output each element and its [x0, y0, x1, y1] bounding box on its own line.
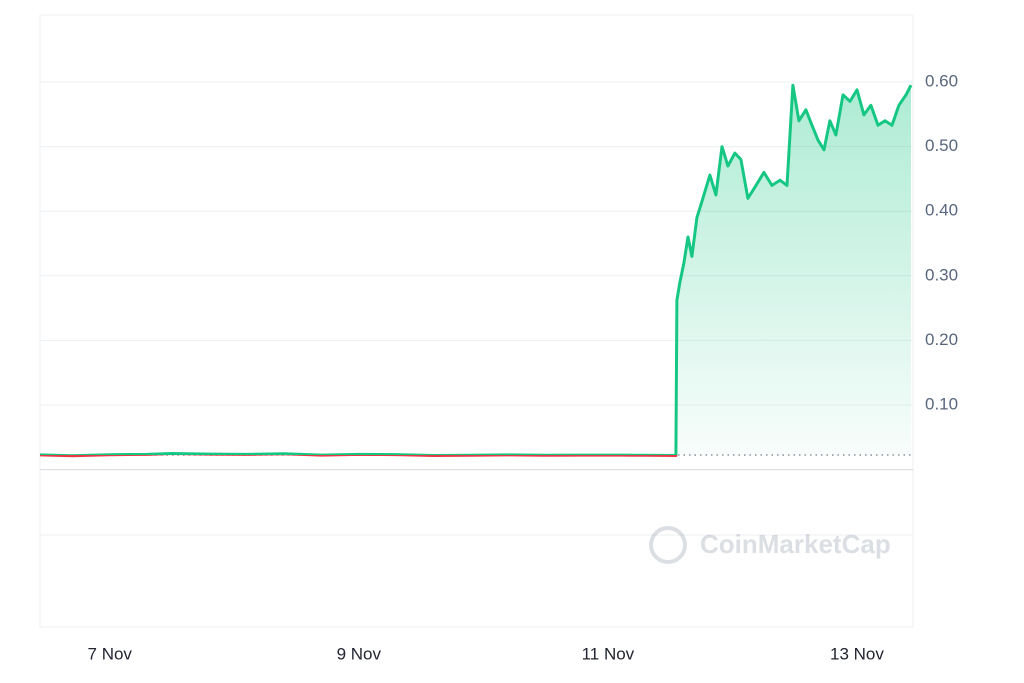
y-tick-label: 0.20	[925, 330, 958, 349]
price-area	[40, 85, 912, 456]
watermark-text: CoinMarketCap	[700, 529, 891, 559]
y-tick-label: 0.60	[925, 71, 958, 90]
watermark: CoinMarketCap	[649, 526, 891, 564]
price-line	[39, 83, 913, 458]
watermark-logo	[649, 526, 687, 564]
x-tick-label: 9 Nov	[337, 644, 382, 663]
y-tick-label: 0.40	[925, 201, 958, 220]
y-tick-label: 0.50	[925, 136, 958, 155]
plot-frame	[39, 14, 914, 628]
y-tick-label: 0.10	[925, 394, 958, 413]
x-tick-label: 13 Nov	[830, 644, 884, 663]
y-tick-label: 0.30	[925, 265, 958, 284]
x-tick-label: 11 Nov	[582, 644, 635, 663]
x-tick-label: 7 Nov	[88, 644, 133, 663]
